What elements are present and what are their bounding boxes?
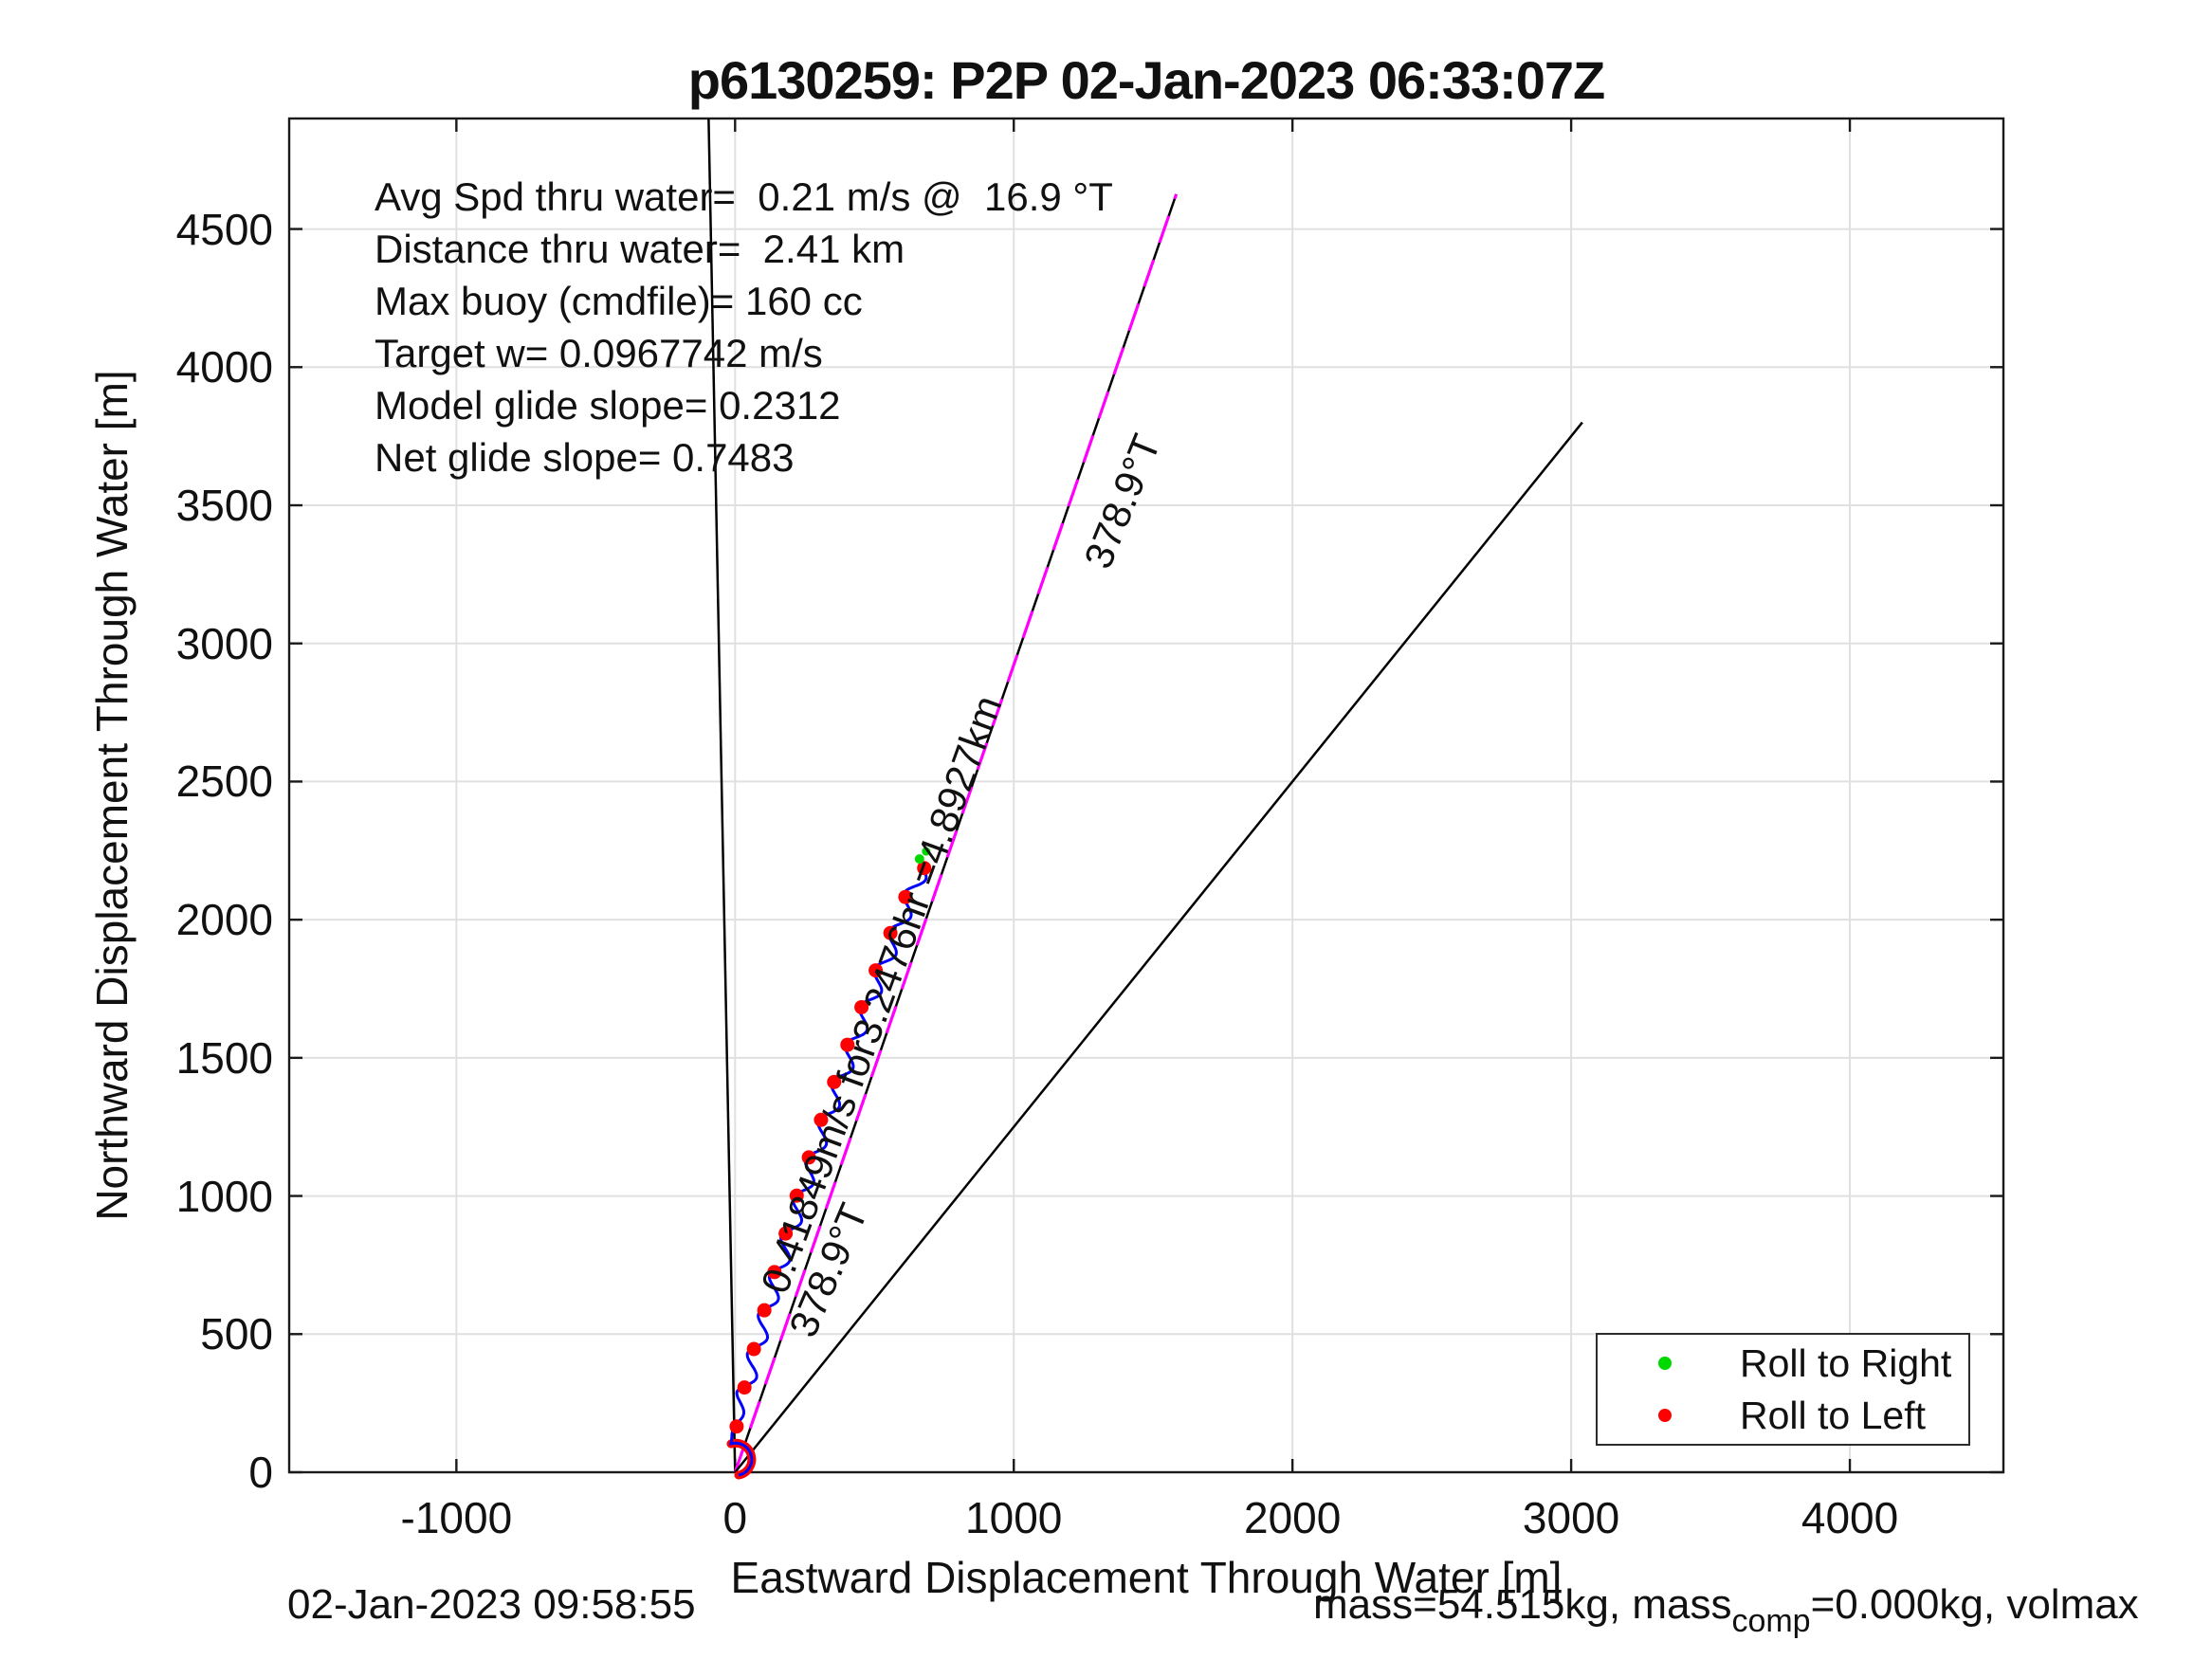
figure-title: p6130259: P2P 02-Jan-2023 06:33:07Z: [687, 50, 1605, 110]
x-tick-label: 4000: [1801, 1493, 1899, 1542]
y-tick-label: 1000: [175, 1171, 273, 1221]
stat-line: Distance thru water= 2.41 km: [375, 227, 905, 271]
x-tick-label: 2000: [1243, 1493, 1342, 1542]
y-tick-label: 0: [248, 1448, 273, 1497]
starboard-sector-line: [734, 421, 1583, 1473]
roll-right-dot: [922, 847, 931, 856]
y-tick-label: 500: [200, 1309, 273, 1359]
plot-timestamp: 02-Jan-2023 09:58:55: [287, 1581, 696, 1628]
y-tick-label: 3500: [175, 481, 273, 530]
roll-left-dot: [746, 1341, 761, 1357]
roll-right-marker-icon: [1658, 1357, 1672, 1370]
x-tick-label: 3000: [1522, 1493, 1620, 1542]
mass-subscript: comp: [1731, 1603, 1811, 1639]
legend-row-roll-left: Roll to Left: [1598, 1392, 1968, 1439]
roll-right-dot: [914, 854, 924, 865]
y-tick-label: 2500: [175, 757, 273, 807]
port-sector-line: [707, 118, 737, 1473]
y-tick-label: 4000: [175, 342, 273, 392]
roll-left-dot: [737, 1380, 752, 1395]
stat-line: Target w= 0.0967742 m/s: [375, 331, 823, 375]
y-axis-label: Northward Displacement Through Water [m]: [87, 370, 137, 1221]
stat-line: Max buoy (cmdfile)= 160 cc: [375, 279, 863, 323]
legend-label: Roll to Left: [1740, 1393, 1926, 1437]
roll-left-dot: [883, 925, 898, 940]
roll-left-dot: [767, 1265, 782, 1280]
x-tick-label: 1000: [965, 1493, 1063, 1542]
roll-left-dot: [898, 889, 913, 904]
x-tick-label: 0: [722, 1493, 748, 1542]
roll-left-dot: [757, 1303, 772, 1318]
y-tick-label: 1500: [175, 1032, 273, 1083]
stat-line: Net glide slope= 0.7483: [375, 435, 795, 480]
roll-left-dot: [854, 999, 869, 1014]
stat-line: Model glide slope= 0.2312: [375, 383, 841, 428]
roll-left-marker-icon: [1658, 1409, 1672, 1422]
mass-text: mass=54.515kg, mass: [1313, 1581, 1732, 1628]
stats-annotation: Avg Spd thru water= 0.21 m/s @ 16.9 °T Di…: [375, 171, 1113, 483]
y-tick-label: 4500: [175, 204, 273, 254]
y-tick-label: 2000: [175, 895, 273, 945]
roll-left-dot: [729, 1419, 744, 1434]
roll-left-dot: [917, 861, 932, 876]
stat-line: Avg Spd thru water= 0.21 m/s @ 16.9 °T: [375, 174, 1113, 219]
mass-text-tail: =0.000kg, volmax: [1810, 1581, 2139, 1628]
legend-label: Roll to Right: [1740, 1340, 1952, 1385]
roll-left-dot: [789, 1188, 804, 1203]
x-axis-label: Eastward Displacement Through Water [m]: [730, 1553, 1563, 1602]
x-tick-label: -1000: [400, 1493, 513, 1542]
roll-left-dot: [778, 1226, 794, 1241]
roll-left-dot: [814, 1112, 829, 1127]
roll-left-dot: [801, 1150, 816, 1165]
legend: Roll to Right Roll to Left: [1596, 1333, 1970, 1446]
mass-footer: mass=54.515kg, masscomp=0.000kg, volmax: [1313, 1581, 2139, 1639]
course-line-magenta-dash: [733, 193, 1179, 1473]
axes-box: [287, 117, 2005, 1474]
roll-left-dot: [840, 1037, 855, 1052]
legend-row-roll-right: Roll to Right: [1598, 1340, 1968, 1387]
roll-left-dot: [827, 1074, 842, 1089]
y-tick-label: 3000: [175, 618, 273, 668]
roll-left-dot: [868, 963, 884, 978]
